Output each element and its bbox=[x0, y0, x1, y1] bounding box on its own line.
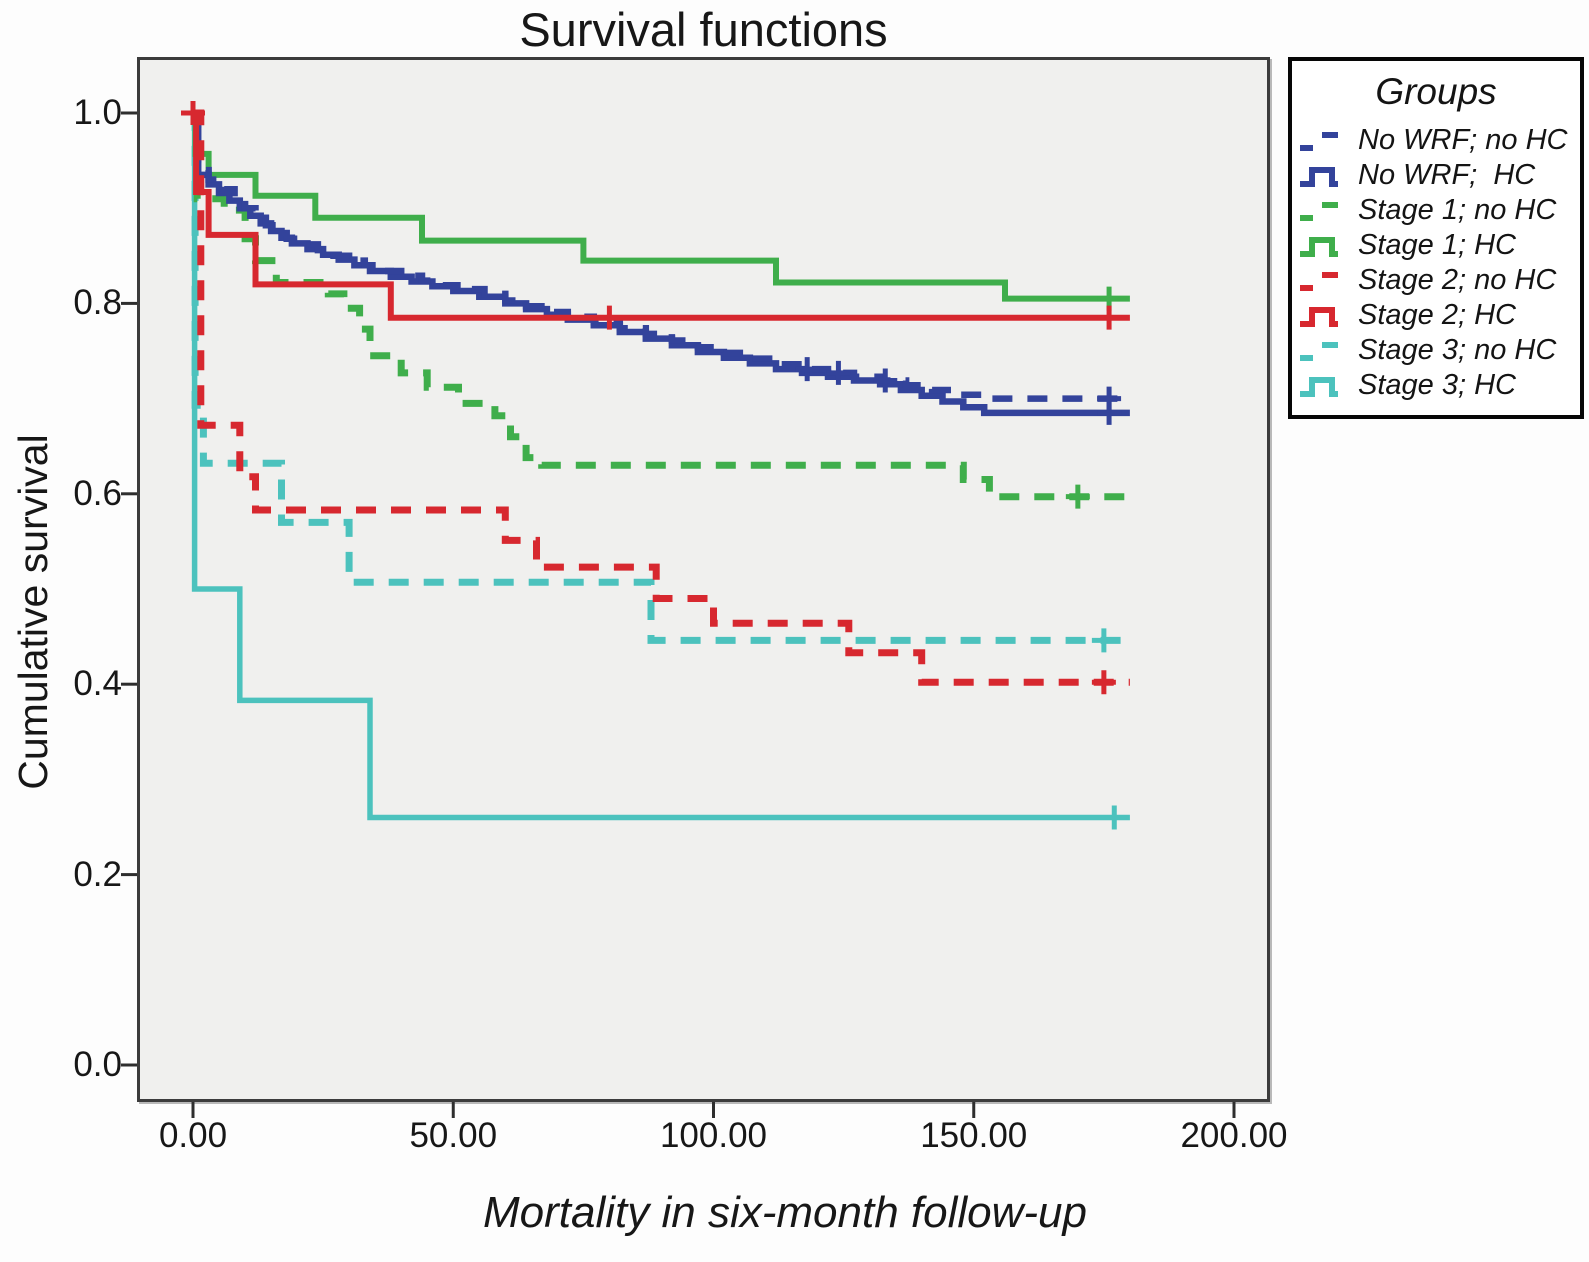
legend-rows: No WRF; no HC No WRF; HC Stage 1; no HC … bbox=[1298, 123, 1574, 401]
legend-key-solid-icon bbox=[1300, 167, 1338, 187]
legend-entry: Stage 3; no HC bbox=[1298, 333, 1574, 366]
legend-entry-label: Stage 2; no HC bbox=[1358, 263, 1557, 296]
y-tick-label: 1.0 bbox=[73, 93, 122, 132]
plot-area bbox=[137, 57, 1270, 1102]
legend-entry-label: Stage 3; no HC bbox=[1358, 333, 1557, 366]
legend-entry: Stage 1; HC bbox=[1298, 228, 1574, 261]
legend-entry-label: No WRF; no HC bbox=[1358, 123, 1568, 156]
legend-key-stroke bbox=[1300, 202, 1338, 221]
legend-entry: No WRF; no HC bbox=[1298, 123, 1574, 156]
x-tick-label: 50.00 bbox=[409, 1116, 498, 1155]
legend-entry-label: Stage 1; HC bbox=[1358, 228, 1516, 261]
legend-entry-label: Stage 2; HC bbox=[1358, 298, 1516, 331]
censor-mark bbox=[1097, 305, 1122, 330]
legend-key-solid-icon bbox=[1300, 307, 1338, 327]
y-tick-label: 0.0 bbox=[73, 1045, 122, 1084]
x-tick-label: 200.00 bbox=[1180, 1116, 1288, 1155]
legend-key-stroke bbox=[1300, 272, 1338, 291]
legend-key-dashed-icon bbox=[1300, 272, 1338, 291]
legend-entry: Stage 2; HC bbox=[1298, 298, 1574, 331]
legend-key-stroke bbox=[1300, 307, 1338, 327]
legend-key-stroke bbox=[1300, 167, 1338, 187]
legend-key-solid-icon bbox=[1300, 377, 1338, 397]
legend-title: Groups bbox=[1375, 71, 1497, 112]
series-stage-1-hc bbox=[192, 110, 1130, 302]
censor-mark bbox=[1091, 670, 1116, 695]
censor-mark bbox=[597, 305, 622, 330]
legend-entry-label: Stage 1; no HC bbox=[1358, 193, 1557, 226]
censor-mark bbox=[826, 360, 851, 385]
y-tick-label: 0.8 bbox=[73, 283, 122, 323]
y-tick-label: 0.2 bbox=[73, 854, 122, 894]
legend-key-dashed-icon bbox=[1300, 132, 1338, 151]
legend-entry: No WRF; HC bbox=[1298, 158, 1574, 191]
y-tick-label: 0.6 bbox=[73, 473, 122, 513]
legend-key-stroke bbox=[1300, 237, 1338, 257]
legend-key-stroke bbox=[1300, 377, 1338, 397]
chart-title: Survival functions bbox=[519, 3, 888, 56]
legend-key-stroke bbox=[1300, 132, 1338, 151]
legend-key-dashed-icon bbox=[1300, 202, 1338, 221]
series-no-wrf-no-hc bbox=[193, 109, 1130, 402]
censor-mark bbox=[1065, 484, 1090, 509]
censor-mark bbox=[1091, 628, 1116, 653]
x-tick-label: 100.00 bbox=[659, 1116, 768, 1155]
legend-entry: Stage 3; HC bbox=[1298, 368, 1574, 401]
censor-mark bbox=[795, 357, 820, 382]
legend-entry-label: Stage 3; HC bbox=[1358, 368, 1516, 401]
x-tick-label: 150.00 bbox=[920, 1116, 1028, 1155]
series-stage-1-no-hc bbox=[193, 109, 1130, 501]
legend-key-dashed-icon bbox=[1300, 342, 1338, 361]
y-axis-title: Cumulative survival bbox=[10, 434, 56, 790]
x-axis-title: Mortality in six-month follow-up bbox=[483, 1188, 1087, 1237]
censor-mark bbox=[873, 368, 898, 393]
x-tick-label: 0.00 bbox=[158, 1116, 228, 1155]
censor-mark bbox=[1102, 805, 1127, 830]
legend-key-stroke bbox=[1300, 342, 1338, 361]
series-stage-3-no-hc bbox=[191, 109, 1130, 644]
censor-mark bbox=[1097, 386, 1122, 411]
legend-box: Groups No WRF; no HC No WRF; HC Stage 1;… bbox=[1288, 57, 1584, 419]
series-stage-2-hc bbox=[193, 110, 1130, 321]
legend-entry-label: No WRF; HC bbox=[1358, 158, 1536, 191]
legend-entry: Stage 1; no HC bbox=[1298, 193, 1574, 226]
legend-entry: Stage 2; no HC bbox=[1298, 263, 1574, 296]
series-stage-2-no-hc bbox=[193, 109, 1130, 686]
y-tick-label: 0.4 bbox=[73, 664, 122, 704]
legend-key-solid-icon bbox=[1300, 237, 1338, 257]
